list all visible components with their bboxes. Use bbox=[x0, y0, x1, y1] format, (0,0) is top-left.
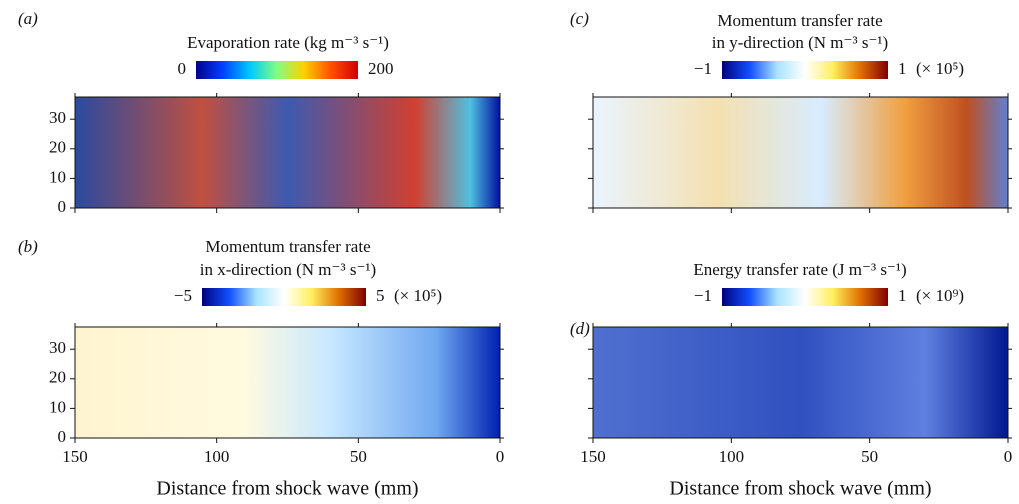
colorbar bbox=[722, 288, 888, 306]
panel-title: in y-direction (N m⁻³ s⁻¹) bbox=[712, 33, 888, 52]
y-tick-label: 30 bbox=[49, 338, 66, 357]
colorbar-tick-label: −5 bbox=[174, 286, 192, 305]
x-axis-label: Distance from shock wave (mm) bbox=[669, 478, 931, 500]
panel-title: in x-direction (N m⁻³ s⁻¹) bbox=[200, 260, 376, 279]
colorbar bbox=[722, 61, 888, 79]
colorbar-tick-label: 5 bbox=[376, 286, 385, 305]
colorbar-multiplier: (× 10⁵) bbox=[394, 286, 442, 305]
x-tick-label: 100 bbox=[719, 447, 745, 466]
y-tick-label: 0 bbox=[58, 427, 67, 446]
y-tick-label: 20 bbox=[49, 368, 66, 387]
x-tick-label: 150 bbox=[580, 447, 606, 466]
panel-title: Momentum transfer rate bbox=[205, 237, 370, 256]
panel-label: (a) bbox=[18, 9, 38, 28]
panel-label: (d) bbox=[570, 319, 590, 338]
colorbar bbox=[202, 288, 366, 306]
colorbar-tick-label: −1 bbox=[694, 286, 712, 305]
y-tick-label: 0 bbox=[58, 197, 67, 216]
colorbar-multiplier: (× 10⁵) bbox=[916, 59, 964, 78]
field-image bbox=[592, 96, 1009, 209]
panel-title: Momentum transfer rate bbox=[717, 11, 882, 30]
x-axis-label: Distance from shock wave (mm) bbox=[156, 478, 418, 500]
x-tick-label: 50 bbox=[350, 447, 367, 466]
y-tick-label: 10 bbox=[49, 167, 66, 186]
y-tick-label: 20 bbox=[49, 138, 66, 157]
colorbar-tick-label: 1 bbox=[898, 286, 907, 305]
y-tick-label: 30 bbox=[49, 108, 66, 127]
field-image bbox=[74, 326, 501, 439]
field-image bbox=[592, 326, 1009, 439]
panel-title: Evaporation rate (kg m⁻³ s⁻¹) bbox=[187, 33, 389, 52]
colorbar-tick-label: 1 bbox=[898, 59, 907, 78]
x-tick-label: 100 bbox=[204, 447, 230, 466]
x-tick-label: 0 bbox=[1004, 447, 1013, 466]
colorbar-tick-label: 0 bbox=[178, 59, 187, 78]
x-tick-label: 50 bbox=[861, 447, 878, 466]
colorbar-tick-label: −1 bbox=[694, 59, 712, 78]
panel-label: (b) bbox=[18, 237, 38, 256]
x-tick-label: 150 bbox=[62, 447, 88, 466]
panel-label: (c) bbox=[570, 9, 589, 28]
colorbar bbox=[196, 61, 358, 79]
colorbar-multiplier: (× 10⁹) bbox=[916, 286, 964, 305]
field-image bbox=[74, 96, 501, 209]
y-tick-label: 10 bbox=[49, 397, 66, 416]
panel-title: Energy transfer rate (J m⁻³ s⁻¹) bbox=[693, 260, 906, 279]
x-tick-label: 0 bbox=[496, 447, 505, 466]
colorbar-tick-label: 200 bbox=[368, 59, 394, 78]
